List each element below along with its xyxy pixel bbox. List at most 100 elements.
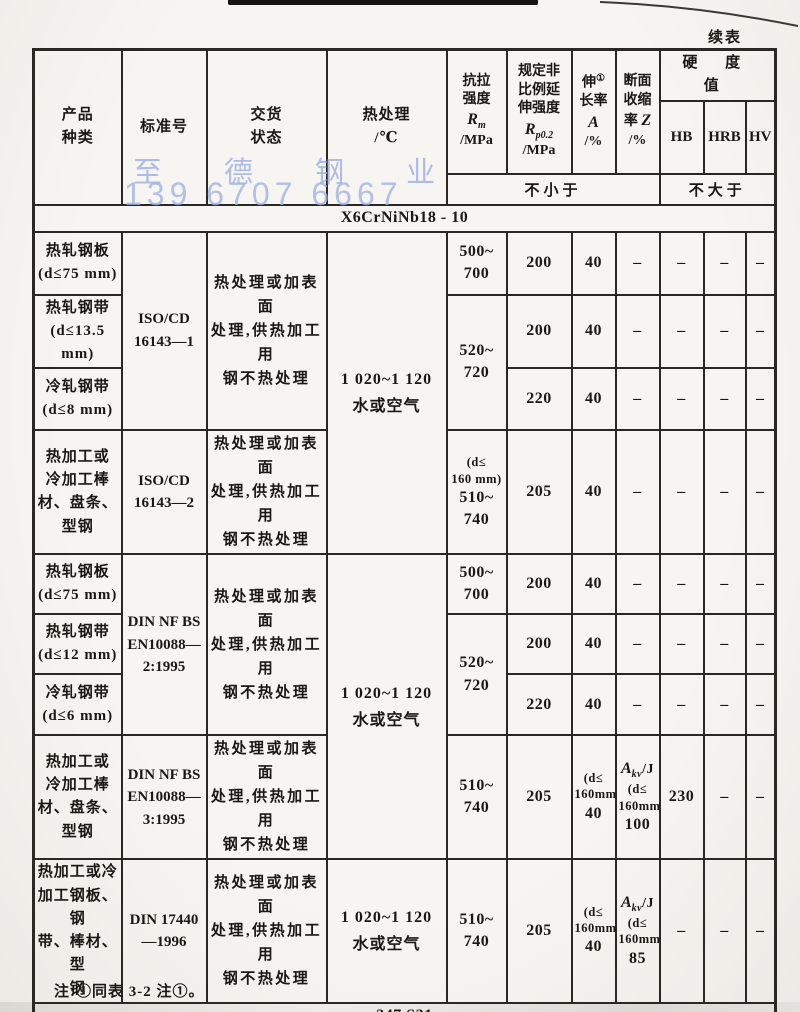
proof-strength-cell: 200: [505, 230, 573, 296]
hrb-cell: –: [702, 734, 747, 861]
hrb-cell: –: [702, 673, 747, 737]
delivery-cell: 热处理或加表面 处理,供热加工用 钢不热处理: [205, 230, 328, 432]
hv-cell: –: [744, 367, 777, 432]
proof-strength-cell: 205: [505, 429, 573, 556]
elongation-cell: 40: [570, 230, 617, 296]
heat-treatment-cell: 1 020~1 120 水或空气: [325, 230, 448, 556]
proof-strength-cell: 200: [505, 553, 573, 616]
hb-cell: –: [658, 673, 705, 737]
product-cell: 热轧钢板 (d≤75 mm): [32, 230, 123, 296]
header-heat-treatment: 热处理/℃: [325, 48, 448, 206]
hb-cell: –: [658, 553, 705, 616]
elongation-cell: (d≤160mm) 40: [570, 734, 617, 861]
proof-strength-cell: 200: [505, 613, 573, 676]
reduction-area-cell: –: [614, 673, 661, 737]
product-cell: 热轧钢带 (d≤12 mm): [32, 613, 123, 676]
scan-artifact-curve: [599, 1, 799, 27]
proof-strength-cell: 200: [505, 293, 573, 370]
proof-strength-cell: 220: [505, 367, 573, 432]
hv-cell: –: [744, 858, 777, 1004]
hrb-cell: –: [702, 613, 747, 676]
header-not-less-than: 不小于: [445, 172, 661, 206]
elongation-cell: 40: [570, 429, 617, 556]
tensile-strength-cell: 510~ 740: [445, 734, 508, 861]
product-cell: 冷轧钢带 (d≤6 mm): [32, 673, 123, 737]
elongation-cell: 40: [570, 673, 617, 737]
hb-cell: –: [658, 858, 705, 1004]
standard-cell: DIN NF BS EN10088— 3:1995: [120, 734, 208, 861]
tensile-strength-cell: 520~ 720: [445, 613, 508, 737]
hrb-cell: –: [702, 553, 747, 616]
tensile-strength-cell: 500~ 700: [445, 230, 508, 296]
elongation-cell: 40: [570, 553, 617, 616]
reduction-area-cell: –: [614, 553, 661, 616]
header-hv: HV: [744, 99, 777, 175]
hv-cell: –: [744, 429, 777, 556]
hv-cell: –: [744, 293, 777, 370]
delivery-cell: 热处理或加表面 处理,供热加工用 钢不热处理: [205, 858, 328, 1004]
hb-cell: –: [658, 230, 705, 296]
proof-strength-cell: 205: [505, 858, 573, 1004]
header-hrb: HRB: [702, 99, 747, 175]
impact-energy-cell: Akv/J (d≤160mm) 85: [614, 858, 661, 1004]
delivery-cell: 热处理或加表面 处理,供热加工用 钢不热处理: [205, 429, 328, 556]
standard-cell: DIN NF BS EN10088— 2:1995: [120, 553, 208, 737]
elongation-cell: 40: [570, 613, 617, 676]
header-hb: HB: [658, 99, 705, 175]
hv-cell: –: [744, 673, 777, 737]
hrb-cell: –: [702, 293, 747, 370]
hb-cell: –: [658, 367, 705, 432]
product-cell: 热加工或冷 加工钢板、钢 带、棒材、型钢: [32, 858, 123, 1004]
product-cell: 热加工或 冷加工棒 材、盘条、 型钢: [32, 734, 123, 861]
hv-cell: –: [744, 734, 777, 861]
hv-cell: –: [744, 553, 777, 616]
elongation-cell: (d≤160mm) 40: [570, 858, 617, 1004]
grade-row-x6crninb18-10: X6CrNiNb18 - 10: [32, 203, 777, 233]
reduction-area-cell: –: [614, 230, 661, 296]
grade-row-347-s31: 347 S31: [32, 1001, 777, 1012]
tensile-strength-cell: 500~ 700: [445, 553, 508, 616]
header-not-greater-than: 不大于: [658, 172, 777, 206]
header-delivery: 交货 状态: [205, 48, 328, 206]
header-standard: 标准号: [120, 48, 208, 206]
header-proof-strength: 规定非 比例延 伸强度 Rp0.2 /MPa: [505, 48, 573, 175]
footnote: 注:①同表 3-2 注①。: [54, 984, 205, 1000]
hv-cell: –: [744, 613, 777, 676]
steel-spec-table: 产品 种类 标准号 交货 状态 热处理/℃ 抗拉 强度 Rm /MPa 规定非 比例延伸…: [32, 48, 777, 1012]
standard-cell: ISO/CD 16143—2: [120, 429, 208, 556]
reduction-area-cell: –: [614, 293, 661, 370]
product-cell: 热轧钢带 (d≤13.5 mm): [32, 293, 123, 370]
continued-table-label: 续表: [708, 30, 743, 46]
delivery-cell: 热处理或加表面 处理,供热加工用 钢不热处理: [205, 553, 328, 737]
standard-cell: ISO/CD 16143—1: [120, 230, 208, 432]
hb-cell: –: [658, 429, 705, 556]
elongation-cell: 40: [570, 367, 617, 432]
hrb-cell: –: [702, 858, 747, 1004]
product-cell: 冷轧钢带 (d≤8 mm): [32, 367, 123, 432]
header-elongation: 伸① 长率 A /%: [570, 48, 617, 175]
impact-energy-cell: Akv/J (d≤160mm) 100: [614, 734, 661, 861]
header-reduction-area: 断面 收缩 率 Z /%: [614, 48, 661, 175]
header-tensile-strength: 抗拉 强度 Rm /MPa: [445, 48, 508, 175]
reduction-area-cell: –: [614, 613, 661, 676]
proof-strength-cell: 220: [505, 673, 573, 737]
elongation-cell: 40: [570, 293, 617, 370]
heat-treatment-cell: 1 020~1 120 水或空气: [325, 553, 448, 861]
tensile-strength-cell: 510~ 740: [445, 858, 508, 1004]
proof-strength-cell: 205: [505, 734, 573, 861]
standard-cell: DIN 17440 —1996: [120, 858, 208, 1004]
hrb-cell: –: [702, 429, 747, 556]
tensile-strength-cell: 520~ 720: [445, 293, 508, 432]
hrb-cell: –: [702, 367, 747, 432]
reduction-area-cell: –: [614, 429, 661, 556]
product-cell: 热加工或 冷加工棒 材、盘条、 型钢: [32, 429, 123, 556]
hv-cell: –: [744, 230, 777, 296]
tensile-strength-cell: (d≤ 160 mm) 510~ 740: [445, 429, 508, 556]
heat-treatment-cell: 1 020~1 120 水或空气: [325, 858, 448, 1004]
header-hardness: 硬 度 值: [658, 48, 777, 102]
header-product: 产品 种类: [32, 48, 123, 206]
hb-cell: –: [658, 293, 705, 370]
delivery-cell: 热处理或加表面 处理,供热加工用 钢不热处理: [205, 734, 328, 861]
hb-cell: –: [658, 613, 705, 676]
reduction-area-cell: –: [614, 367, 661, 432]
